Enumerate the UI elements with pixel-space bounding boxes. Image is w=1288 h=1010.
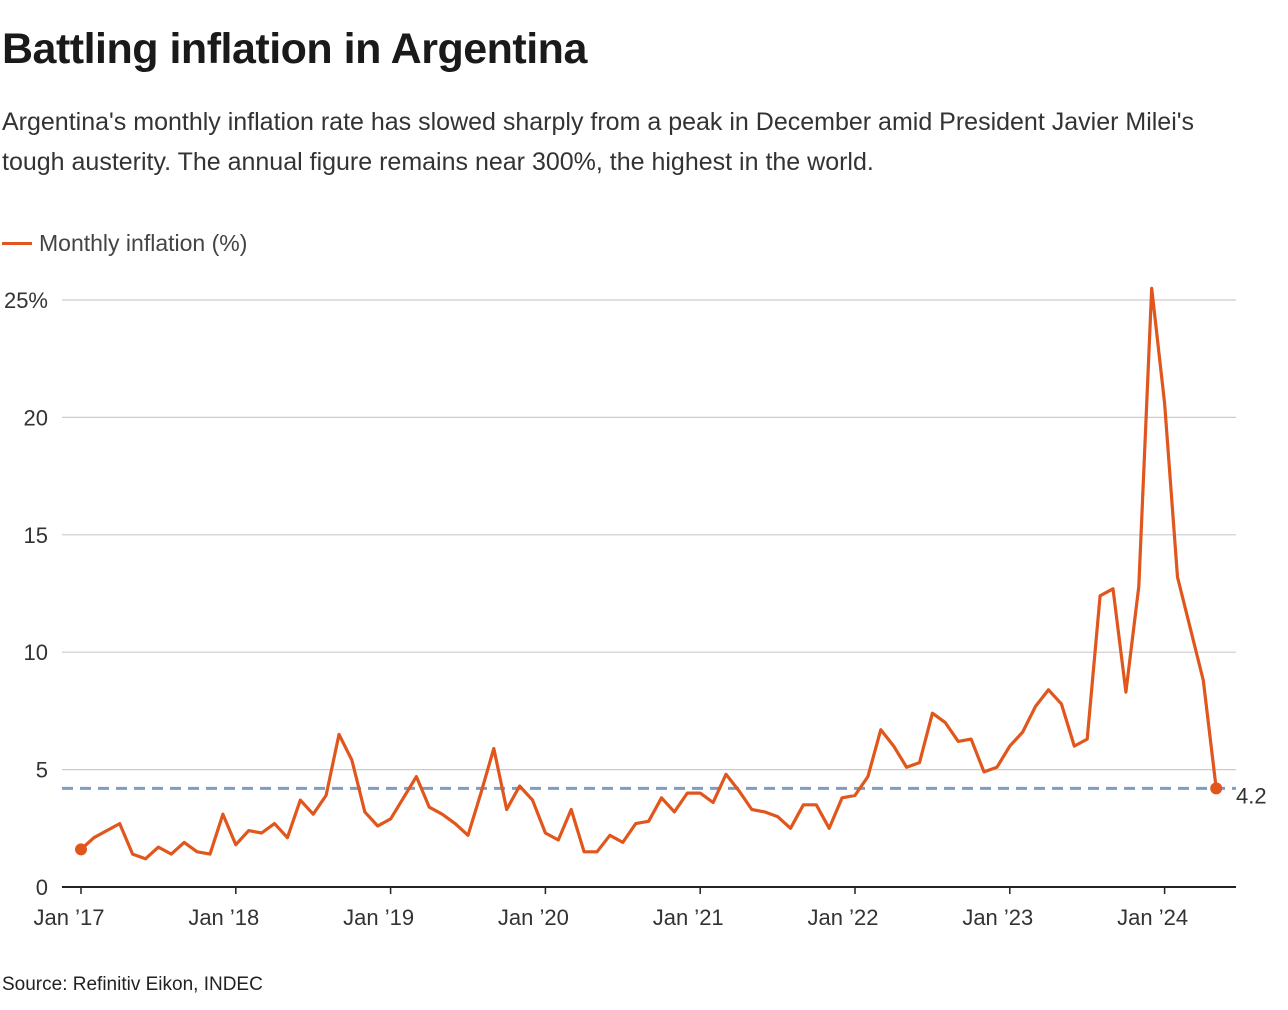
chart-title: Battling inflation in Argentina [2,25,587,73]
x-tick-label: Jan ’23 [962,905,1033,930]
y-tick-label: 5 [36,758,48,783]
x-tick-label: Jan ’18 [188,905,259,930]
chart-subtitle: Argentina's monthly inflation rate has s… [2,108,1195,176]
line-chart: 0 5 10 15 20 25% Jan ’17 Jan ’18 Jan ’19 Jan ’20 J… [4,286,1267,930]
y-tick-label: 10 [24,640,48,665]
legend: Monthly inflation (%) [2,227,247,259]
x-tick-label: Jan ’17 [34,905,105,930]
legend-swatch [2,241,32,245]
y-tick-label: 0 [36,875,48,900]
start-point-marker [75,843,87,856]
x-tick-label: Jan ’19 [343,905,414,930]
reference-value-label: 4.2 [1236,783,1267,808]
source-note: Source: Refinitiv Eikon, INDEC [2,974,263,995]
x-tick-label: Jan ’21 [653,905,724,930]
x-tick-label: Jan ’22 [808,905,879,930]
series-line [79,286,1218,861]
y-tick-label: 20 [24,405,48,430]
y-tick-label: 25% [4,288,48,313]
legend-label: Monthly inflation (%) [39,229,248,256]
end-point-marker [1210,782,1223,795]
x-tick-label: Jan ’24 [1117,905,1188,930]
x-tick-label: Jan ’20 [498,905,569,930]
y-tick-label: 15 [24,523,48,548]
